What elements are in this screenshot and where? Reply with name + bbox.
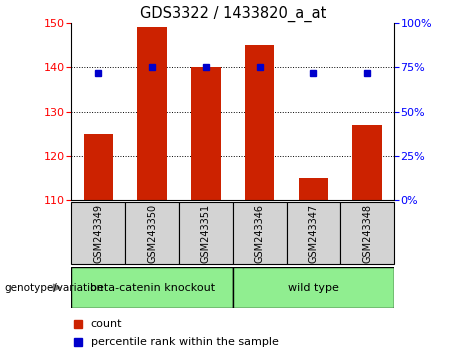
Bar xyxy=(287,202,340,264)
Bar xyxy=(245,45,274,200)
Bar xyxy=(353,125,382,200)
Bar xyxy=(137,28,167,200)
Text: beta-catenin knockout: beta-catenin knockout xyxy=(89,282,215,293)
Bar xyxy=(71,202,125,264)
Text: GSM243351: GSM243351 xyxy=(201,204,211,263)
Text: genotype/variation: genotype/variation xyxy=(5,282,104,293)
Bar xyxy=(125,202,179,264)
Text: GSM243350: GSM243350 xyxy=(147,204,157,263)
Bar xyxy=(83,133,113,200)
Text: GSM243349: GSM243349 xyxy=(93,204,103,263)
Text: count: count xyxy=(91,319,122,329)
Bar xyxy=(299,178,328,200)
Bar xyxy=(340,202,394,264)
Bar xyxy=(71,267,233,308)
Bar xyxy=(191,67,221,200)
Bar xyxy=(233,267,394,308)
Text: GSM243348: GSM243348 xyxy=(362,204,372,263)
Bar xyxy=(233,202,287,264)
Text: wild type: wild type xyxy=(288,282,339,293)
Text: GSM243347: GSM243347 xyxy=(308,204,319,263)
Bar xyxy=(179,202,233,264)
Text: percentile rank within the sample: percentile rank within the sample xyxy=(91,337,279,347)
Title: GDS3322 / 1433820_a_at: GDS3322 / 1433820_a_at xyxy=(140,5,326,22)
Text: GSM243346: GSM243346 xyxy=(254,204,265,263)
